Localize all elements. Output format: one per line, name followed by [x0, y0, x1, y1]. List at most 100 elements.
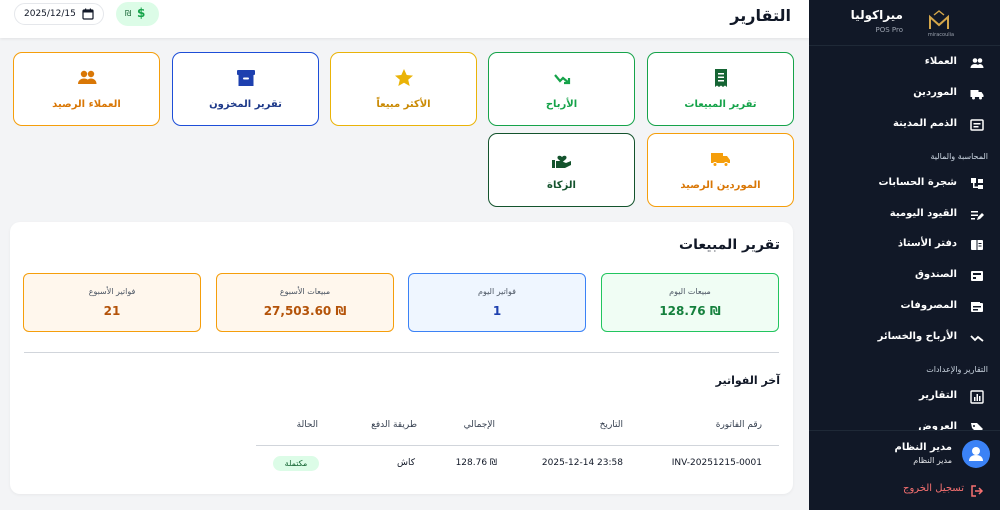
stat-value: 27,503.60 ₪ [263, 304, 347, 318]
sidebar-item-label: الموردين [913, 87, 957, 98]
logout-label: تسجيل الخروج [902, 483, 964, 494]
brand-logo-icon [929, 10, 949, 29]
sidebar-item-ledger[interactable]: دفتر الأستاذ [809, 230, 1000, 260]
sidebar-item-suppliers[interactable]: الموردين [809, 79, 1000, 109]
truck-icon [970, 90, 984, 100]
receipt-icon [715, 69, 727, 87]
sidebar-item-label: شجرة الحسابات [878, 177, 957, 188]
sales-report-panel: تقرير المبيعات مبيعات اليوم 128.76 ₪ فوا… [10, 222, 793, 494]
stat-value: 1 [492, 304, 502, 318]
currency-toggle[interactable]: ₪ $ [116, 2, 159, 26]
card-sales-report[interactable]: تقرير المبيعات [647, 52, 794, 126]
calendar-icon [82, 8, 94, 20]
latest-invoices-title: آخر الفواتير [715, 374, 780, 387]
brand-logo-text: miracoulia [927, 32, 955, 38]
sidebar-item-label: التقارير [919, 390, 957, 401]
stat-value: 128.76 ₪ [659, 304, 721, 318]
column-header-total: الإجمالي [463, 420, 495, 430]
page-title: التقارير [730, 6, 791, 25]
sidebar-item-label: العروض [918, 421, 957, 432]
book-icon [971, 240, 983, 250]
card-icon [970, 119, 984, 131]
wallet-icon [971, 302, 983, 312]
card-profits[interactable]: الأرباح [488, 52, 635, 126]
stat-label: مبيعات الأسبوع [279, 287, 331, 296]
user-panel: مدير النظام مدير النظام تسجيل الخروج [809, 430, 1000, 510]
edit-icon [971, 211, 984, 220]
sidebar-item-expenses[interactable]: المصروفات [809, 292, 1000, 322]
card-label: تقرير المبيعات [684, 99, 757, 110]
card-inventory-report[interactable]: تقرير المخزون [172, 52, 319, 126]
brand-subtitle: POS Pro [875, 26, 903, 34]
card-label: الأرباح [545, 99, 578, 110]
card-label: العملاء الرصيد [52, 99, 121, 110]
card-suppliers-balance[interactable]: الموردين الرصيد [647, 133, 794, 207]
logout-icon [971, 485, 984, 497]
column-header-payment: طريقة الدفع [371, 420, 417, 430]
column-header-date: التاريخ [599, 420, 623, 430]
card-best-selling[interactable]: الأكثر مبيعاً [330, 52, 477, 126]
chart-icon [970, 390, 984, 404]
column-header-status: الحالة [296, 420, 318, 430]
panel-title: تقرير المبيعات [679, 237, 780, 253]
users-icon [970, 58, 984, 68]
stat-value: 21 [103, 304, 121, 318]
user-icon [969, 447, 983, 461]
column-header-invoice: رقم الفاتورة [715, 420, 762, 430]
brand: ميراكوليا POS Pro miracoulia [809, 0, 1000, 46]
card-zakat[interactable]: الزكاة [488, 133, 635, 207]
logout-button[interactable]: تسجيل الخروج [818, 483, 988, 499]
card-label: الزكاة [547, 180, 576, 191]
stat-label: مبيعات اليوم [669, 287, 711, 296]
card-label: الأكثر مبيعاً [376, 99, 431, 110]
sidebar-item-label: الأرباح والخسائر [877, 331, 957, 342]
sidebar-item-label: الصندوق [914, 269, 957, 280]
sidebar-item-cashbox[interactable]: الصندوق [809, 261, 1000, 291]
top-header: التقارير 2025/12/15 ₪ $ [0, 0, 809, 38]
sidebar-item-accounts-tree[interactable]: شجرة الحسابات [809, 169, 1000, 199]
sidebar-item-journal[interactable]: القيود اليومية [809, 200, 1000, 230]
cell-total: 128.76 ₪ [455, 458, 497, 468]
tree-icon [971, 178, 983, 189]
shekel-symbol: ₪ [125, 9, 132, 18]
trend-up-icon [554, 74, 571, 85]
stat-today-sales: مبيعات اليوم 128.76 ₪ [601, 273, 779, 332]
sidebar-item-profit-loss[interactable]: الأرباح والخسائر [809, 323, 1000, 353]
users-group-icon [78, 70, 97, 84]
user-name: مدير النظام [894, 442, 952, 453]
table-header-divider [256, 445, 779, 446]
card-customers-balance[interactable]: العملاء الرصيد [13, 52, 160, 126]
card-label: تقرير المخزون [209, 99, 282, 110]
cash-icon [971, 271, 983, 281]
stat-week-invoices: فواتير الأسبوع 21 [23, 273, 201, 332]
sidebar: ميراكوليا POS Pro miracoulia العملاء الم… [809, 0, 1000, 510]
star-icon [395, 69, 413, 86]
section-divider [24, 352, 779, 353]
sidebar-item-label: العملاء [924, 56, 957, 67]
stat-today-invoices: فواتير اليوم 1 [408, 273, 586, 332]
sidebar-item-label: دفتر الأستاذ [897, 238, 957, 249]
date-value: 2025/12/15 [24, 9, 76, 19]
sidebar-section-reports: التقارير والإعدادات [926, 365, 988, 374]
user-role: مدير النظام [913, 456, 952, 465]
archive-box-icon [237, 70, 255, 86]
status-badge: مكتملة [273, 456, 319, 471]
hand-heart-icon [552, 155, 571, 168]
brand-name: ميراكوليا [850, 8, 903, 22]
trend-icon [970, 335, 984, 342]
sidebar-section-finance: المحاسبة والمالية [930, 152, 988, 161]
sidebar-item-customers[interactable]: العملاء [809, 48, 1000, 78]
date-picker[interactable]: 2025/12/15 [14, 3, 104, 25]
stat-week-sales: مبيعات الأسبوع 27,503.60 ₪ [216, 273, 394, 332]
cell-payment-method: كاش [396, 458, 415, 468]
dollar-icon: $ [137, 6, 146, 20]
sidebar-item-reports[interactable]: التقارير [809, 382, 1000, 412]
sidebar-item-receivables[interactable]: الذمم المدينة [809, 110, 1000, 140]
sidebar-item-label: القيود اليومية [889, 208, 957, 219]
cell-invoice-number: INV-20251215-0001 [671, 458, 762, 468]
stat-label: فواتير اليوم [478, 287, 516, 296]
stat-label: فواتير الأسبوع [88, 287, 136, 296]
avatar[interactable] [962, 440, 990, 468]
cell-date: 2025-12-14 23:58 [541, 458, 623, 468]
sidebar-item-label: الذمم المدينة [892, 118, 957, 129]
